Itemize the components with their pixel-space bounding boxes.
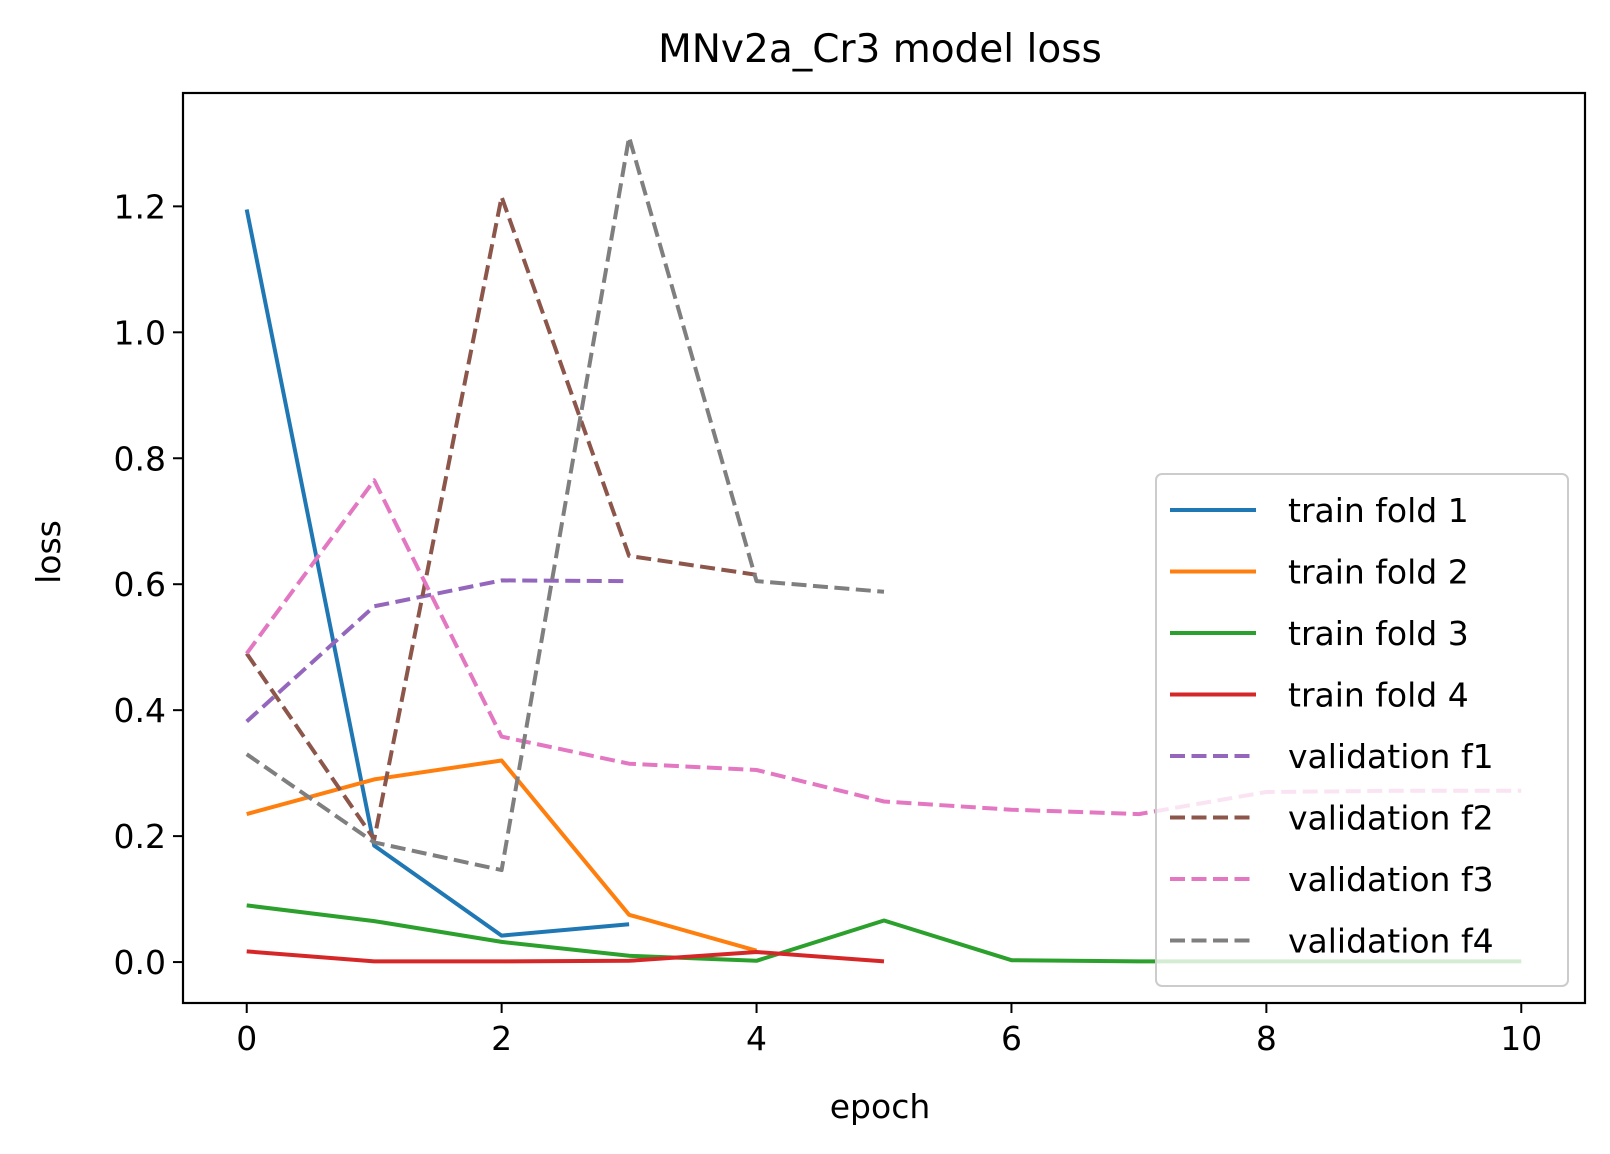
x-tick-label: 0 bbox=[236, 1019, 257, 1058]
legend: train fold 1 train fold 2 train fold 3 trai… bbox=[1155, 473, 1569, 987]
series-line-validation-f2 bbox=[245, 194, 757, 842]
y-tick-label: 0.6 bbox=[114, 565, 166, 604]
y-axis-label: loss bbox=[29, 520, 68, 584]
x-tick-label: 6 bbox=[1001, 1019, 1022, 1058]
legend-label: validation f4 bbox=[1288, 922, 1494, 961]
series-line-train-fold-2 bbox=[246, 758, 758, 953]
legend-label: train fold 1 bbox=[1288, 491, 1469, 530]
legend-label: train fold 4 bbox=[1288, 676, 1469, 715]
y-tick-label: 0.2 bbox=[114, 817, 166, 856]
x-tick-label: 8 bbox=[1256, 1019, 1277, 1058]
y-tick-label: 0.8 bbox=[114, 439, 166, 478]
y-tick-label: 0.0 bbox=[114, 943, 166, 982]
x-axis-label: epoch bbox=[830, 1087, 931, 1126]
x-tick-label: 10 bbox=[1500, 1019, 1542, 1058]
legend-label: train fold 2 bbox=[1288, 553, 1469, 592]
legend-label: validation f3 bbox=[1288, 860, 1494, 899]
chart-title: MNv2a_Cr3 model loss bbox=[658, 27, 1102, 72]
series-line-validation-f4 bbox=[245, 135, 885, 873]
axes-frame bbox=[181, 91, 1587, 1005]
x-tick-label: 2 bbox=[491, 1019, 512, 1058]
series-line-train-fold-1 bbox=[244, 209, 630, 938]
series-line-train-fold-4 bbox=[246, 949, 885, 964]
series-line-validation-f1 bbox=[245, 578, 630, 723]
legend-label: train fold 3 bbox=[1288, 614, 1469, 653]
y-tick-label: 0.4 bbox=[114, 691, 166, 730]
legend-label: validation f2 bbox=[1288, 799, 1494, 838]
x-tick-label: 4 bbox=[746, 1019, 767, 1058]
legend-box bbox=[1155, 473, 1569, 987]
y-tick-label: 1.2 bbox=[114, 187, 166, 226]
y-tick-label: 1.0 bbox=[114, 313, 166, 352]
axis-ticks: 0 2 4 6 8 10 0.0 0.2 0.4 0.6 0.8 1.0 1.2 bbox=[114, 187, 1543, 1058]
legend-label: validation f1 bbox=[1288, 737, 1494, 776]
